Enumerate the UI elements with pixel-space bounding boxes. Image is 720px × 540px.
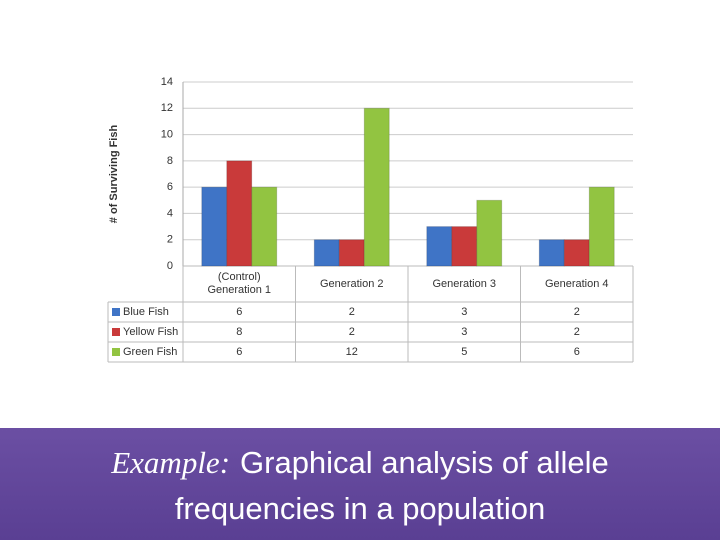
table-value: 8 <box>236 326 242 338</box>
bar <box>476 199 503 267</box>
caption-band <box>0 428 720 540</box>
table-value: 2 <box>574 306 580 318</box>
y-tick-label: 2 <box>167 234 173 246</box>
legend-label: Yellow Fish <box>123 326 178 338</box>
y-tick-label: 4 <box>167 207 173 219</box>
table-value: 2 <box>574 326 580 338</box>
legend-label: Blue Fish <box>123 306 169 318</box>
table-value: 12 <box>346 346 358 358</box>
bar <box>313 239 340 267</box>
legend-key <box>112 328 120 336</box>
caption-text: Graphical analysis of allele frequencies… <box>174 445 609 526</box>
y-tick-label: 10 <box>161 128 173 140</box>
chart: # of Surviving Fish 0 2 4 6 8 10 12 14 Blue Fish… <box>107 76 634 363</box>
table-value: 2 <box>349 326 355 338</box>
bar <box>426 226 453 267</box>
table-value: 6 <box>236 306 242 318</box>
y-tick-label: 0 <box>167 260 173 272</box>
legend-key <box>112 308 120 316</box>
bar <box>538 239 565 267</box>
table-value: 6 <box>236 346 242 358</box>
bar <box>338 239 365 267</box>
bar <box>451 226 478 267</box>
caption: Example: Graphical analysis of allele fre… <box>40 440 680 532</box>
y-tick-label: 14 <box>161 76 173 88</box>
y-tick-label: 6 <box>167 181 173 193</box>
bar <box>588 186 615 267</box>
y-tick-label: 12 <box>161 102 173 114</box>
table-value: 5 <box>461 346 467 358</box>
x-tick-label: Generation 4 <box>544 277 609 290</box>
y-tick-label: 8 <box>167 155 173 167</box>
y-axis-label: # of Surviving Fish <box>108 125 120 224</box>
x-tick-label: (Control) Generation 1 <box>207 271 272 296</box>
table-value: 3 <box>461 306 467 318</box>
x-tick-label: Generation 3 <box>432 277 497 290</box>
bar <box>201 186 228 267</box>
table-value: 6 <box>574 346 580 358</box>
bar <box>363 107 390 267</box>
bar <box>251 186 278 267</box>
legend-key <box>112 348 120 356</box>
bar <box>563 239 590 267</box>
table-value: 2 <box>349 306 355 318</box>
caption-prefix: Example: <box>111 445 231 480</box>
x-tick-label: Generation 2 <box>319 277 384 290</box>
table-value: 3 <box>461 326 467 338</box>
legend-label: Green Fish <box>123 346 177 358</box>
bar <box>226 160 253 267</box>
